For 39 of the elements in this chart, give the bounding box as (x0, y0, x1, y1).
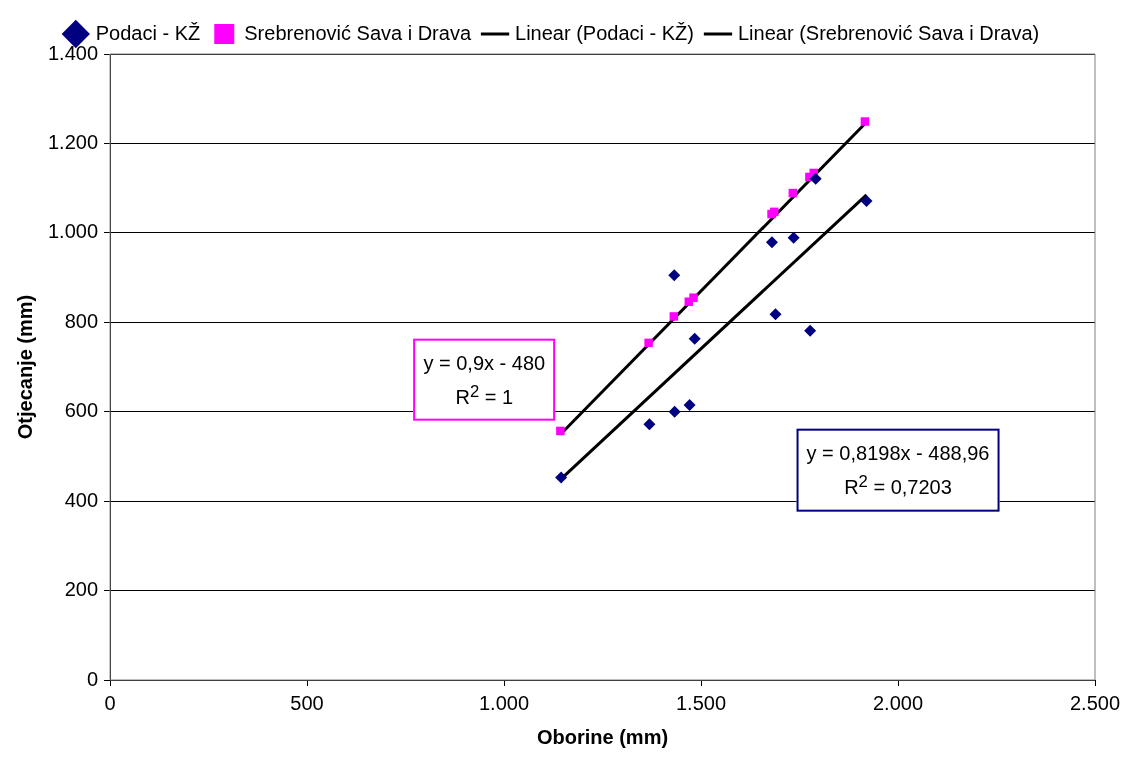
x-tick-label: 1.500 (675, 691, 727, 714)
point (644, 338, 653, 348)
point (787, 231, 800, 244)
y-axis-title: Otjecanje (mm) (13, 294, 36, 440)
point (668, 269, 681, 282)
point (669, 312, 679, 321)
point (689, 293, 698, 302)
legend-label: Srebrenović Sava i Drava (244, 21, 472, 44)
y-tick-label: 1.200 (47, 130, 99, 153)
point (769, 308, 782, 321)
point (860, 195, 873, 208)
point (555, 471, 568, 484)
y-tick-label: 800 (64, 309, 99, 332)
point (643, 418, 656, 431)
point (804, 324, 817, 337)
point (809, 172, 822, 185)
x-tick-label: 2.000 (872, 691, 924, 714)
point (556, 426, 565, 436)
x-tick-label: 0 (104, 691, 116, 714)
x-tick-label: 500 (290, 691, 324, 714)
point (688, 332, 701, 345)
point (860, 117, 870, 126)
y-tick-label: 400 (64, 488, 99, 511)
x-tick-label: 1.000 (479, 691, 530, 714)
annotation: y = 0,9x - 480 R$^{2}$ = 1 (413, 338, 556, 421)
point (668, 405, 681, 418)
legend-label: Linear (Srebrenović Sava i Drava) (737, 21, 1040, 44)
y-tick-label: 0 (86, 667, 99, 690)
y-tick-label: 600 (64, 399, 99, 422)
annotation: y = 0,8198x - 488,96 R$^{2}$ = 0,7203 (796, 428, 1000, 512)
y-tick-label: 1.400 (47, 41, 99, 64)
y-tick-label: 1.000 (47, 220, 99, 243)
x-axis-title: Oborine (mm) (536, 725, 669, 748)
point (683, 399, 696, 412)
y-tick-label: 200 (64, 578, 99, 601)
point (765, 236, 778, 249)
legend-label: Linear (Podaci - KŽ) (515, 21, 694, 44)
x-tick-label: 2.500 (1069, 691, 1121, 714)
legend-label: Podaci - KŽ (95, 21, 201, 44)
